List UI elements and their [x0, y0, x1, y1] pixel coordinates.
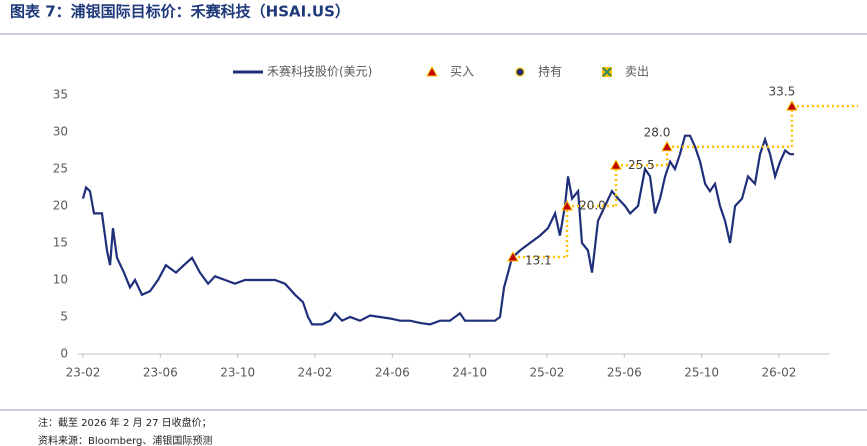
y-tick-label: 30: [53, 125, 68, 139]
buy-marker: [507, 251, 519, 262]
data-label: 20.0: [579, 199, 606, 213]
legend-marker: [426, 65, 438, 77]
x-tick-label: 24-06: [375, 366, 410, 380]
data-label: 13.1: [525, 254, 552, 268]
data-label: 33.5: [769, 85, 796, 99]
legend-marker-x: [602, 67, 612, 77]
data-label: 25.5: [628, 158, 655, 172]
y-tick-label: 20: [53, 199, 68, 213]
legend-label: 卖出: [625, 65, 649, 79]
x-tick-label: 25-02: [530, 366, 565, 380]
x-tick-label: 23-06: [143, 366, 178, 380]
x-tick-label: 24-10: [452, 366, 487, 380]
legend-label: 买入: [450, 65, 474, 79]
buy-marker: [561, 199, 573, 211]
buy-marker: [610, 159, 622, 170]
x-tick-label: 26-02: [762, 366, 797, 380]
buy-marker: [786, 100, 798, 111]
x-tick-label: 23-10: [220, 366, 255, 380]
y-tick-label: 5: [60, 310, 68, 324]
legend-label: 持有: [538, 64, 562, 79]
y-tick-label: 15: [53, 236, 68, 250]
buy-marker: [661, 140, 673, 152]
y-tick-label: 25: [53, 162, 68, 176]
x-tick-label: 24-02: [298, 366, 333, 380]
x-tick-label: 25-06: [607, 366, 642, 380]
legend-marker: [515, 67, 525, 77]
x-tick-label: 25-10: [684, 366, 719, 380]
note: 注：截至 2026 年 2 月 27 日收盘价；: [38, 416, 212, 429]
page-title: 图表 7：浦银国际目标价：禾赛科技（HSAI.US）: [10, 3, 350, 21]
y-tick-label: 10: [53, 273, 68, 287]
data-label: 28.0: [644, 125, 671, 139]
legend-label: 禾赛科技股价(美元): [267, 64, 372, 79]
y-tick-label: 0: [60, 347, 68, 361]
price-line: [81, 134, 795, 326]
x-tick-label: 23-02: [66, 366, 101, 380]
source-note: 资料来源：Bloomberg、浦银国际预测: [38, 434, 212, 446]
y-tick-label: 35: [53, 88, 68, 102]
